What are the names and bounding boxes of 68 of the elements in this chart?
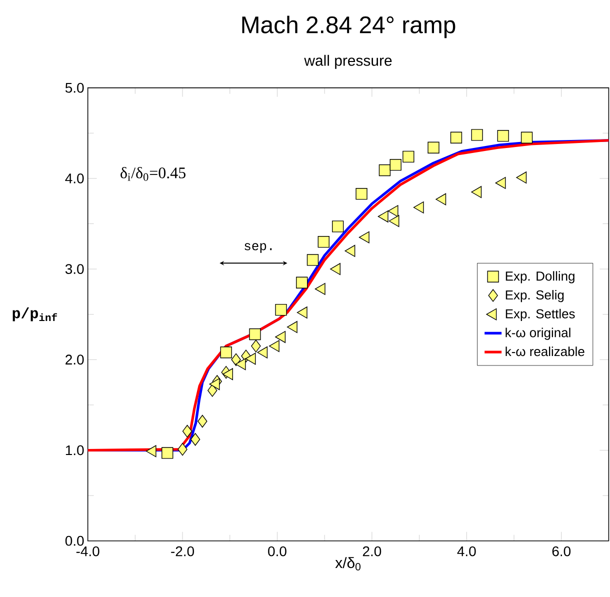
y-tick-label: 1.0: [66, 445, 84, 456]
chart-title: Mach 2.84 24° ramp: [242, 16, 456, 38]
point: [251, 340, 261, 353]
y-tick-label: 4.0: [65, 174, 84, 184]
point: [235, 358, 246, 370]
y-tick-label: 0.0: [65, 536, 84, 546]
point: [146, 445, 156, 458]
point: [209, 378, 220, 390]
point: [390, 159, 402, 171]
point: [257, 346, 268, 358]
y-tick-label: 2.0: [66, 354, 84, 365]
point: [471, 129, 483, 141]
point: [296, 276, 308, 289]
point: [198, 415, 208, 428]
point: [220, 346, 232, 358]
point: [471, 186, 482, 198]
legend-label: k-ω original: [506, 328, 570, 340]
x-tick-label: -2.0: [171, 546, 194, 556]
point: [413, 202, 424, 214]
annotation: δ$_{i}$/δ$_{0}$=0.45: [120, 167, 186, 181]
point: [330, 263, 340, 276]
point: [358, 231, 370, 244]
point: [245, 352, 256, 365]
chart-subtitle: wall pressure: [304, 55, 392, 69]
point: [190, 433, 200, 446]
point: [296, 306, 308, 319]
point: [162, 447, 174, 459]
point: [450, 132, 462, 144]
point: [388, 215, 400, 228]
point: [402, 150, 414, 163]
point: [208, 384, 218, 397]
point: [388, 205, 398, 218]
point: [178, 443, 188, 456]
x-axis-title: x/δ$_{0}$: [335, 557, 360, 571]
point: [318, 236, 330, 248]
point: [344, 245, 356, 257]
x-tick-label: 6.0: [552, 546, 571, 556]
point: [497, 130, 509, 142]
point: [516, 172, 527, 184]
point: [378, 210, 388, 223]
annotation: sep.: [244, 243, 272, 253]
point: [182, 425, 192, 438]
point: [268, 340, 280, 352]
legend-label: Exp. Selig: [506, 290, 564, 302]
point: [306, 254, 319, 266]
y-axis-title: p/p$_{inf}$: [12, 307, 58, 322]
point: [275, 304, 287, 316]
point: [436, 193, 446, 206]
x-tick-label: 4.0: [457, 546, 476, 556]
point: [314, 283, 326, 296]
point: [231, 353, 241, 366]
y-tick-label: 5.0: [65, 82, 84, 93]
x-tick-label: 2.0: [362, 546, 382, 556]
point: [275, 331, 286, 344]
y-tick-label: 3.0: [65, 264, 84, 274]
legend-label: k-ω realizable: [506, 346, 584, 356]
point: [332, 220, 344, 232]
point: [356, 188, 368, 200]
point: [520, 132, 533, 144]
point: [249, 328, 261, 340]
point: [286, 321, 298, 334]
point: [378, 164, 391, 176]
legend-label: Exp. Dolling: [506, 271, 574, 284]
legend-label: Exp. Settles: [506, 309, 575, 322]
point: [428, 142, 440, 154]
point: [495, 177, 506, 190]
x-tick-label: -4.0: [76, 546, 100, 556]
x-tick-label: 0.0: [268, 546, 286, 556]
